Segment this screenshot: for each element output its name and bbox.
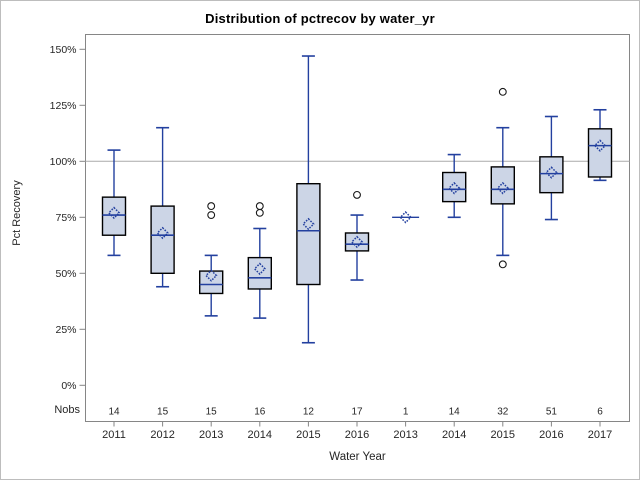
y-tick-label: 100% [50, 156, 77, 168]
mean-diamond [350, 235, 364, 249]
nobs-value: 15 [206, 407, 218, 418]
nobs-value: 17 [351, 407, 363, 418]
box-group-2016-5 [344, 190, 370, 281]
iqr-box [198, 270, 224, 295]
y-tick-label: 0% [61, 380, 76, 392]
box-group-2015-4 [296, 55, 321, 344]
mean-diamond [496, 181, 510, 195]
iqr-box [150, 205, 175, 275]
outlier-point [207, 211, 216, 220]
outlier-point [353, 190, 361, 199]
box-group-2014-7 [442, 153, 467, 219]
x-category-label: 2014 [442, 429, 466, 441]
box-group-2014-3 [247, 202, 273, 319]
box-group-2017-10 [587, 108, 613, 182]
nobs-value: 12 [303, 407, 315, 418]
nobs-value: 1 [403, 407, 409, 418]
nobs-value: 6 [597, 407, 603, 418]
x-category-label: 2012 [150, 429, 174, 441]
nobs-row-label: Nobs [54, 404, 80, 416]
x-category-label: 2011 [102, 429, 126, 441]
nobs-value: 32 [497, 407, 509, 418]
nobs-value: 15 [157, 407, 169, 418]
box-group-2011-0 [101, 149, 127, 257]
nobs-value: 51 [546, 407, 558, 418]
outlier-point [498, 260, 507, 269]
y-tick-label: 150% [50, 44, 77, 56]
x-category-label: 2015 [491, 429, 515, 441]
mean-diamond [399, 211, 412, 224]
mean-diamond [156, 226, 169, 240]
outlier-point [255, 202, 264, 211]
mean-diamond [545, 166, 558, 179]
x-category-label: 2013 [199, 429, 223, 441]
box-group-2016-9 [539, 115, 564, 221]
x-axis-label: Water Year [329, 451, 386, 463]
box-group-2012-1 [150, 126, 175, 288]
iqr-box [101, 196, 127, 236]
x-category-label: 2016 [539, 429, 563, 441]
chart-title: Distribution of pctrecov by water_yr [205, 11, 435, 26]
y-tick-label: 25% [55, 324, 76, 336]
mean-diamond [253, 262, 267, 276]
iqr-box [490, 166, 515, 205]
nobs-value: 14 [449, 407, 461, 418]
box-group-2013-6 [392, 211, 420, 224]
mean-diamond [447, 181, 461, 195]
x-category-label: 2014 [248, 429, 272, 441]
iqr-box [587, 128, 613, 178]
nobs-value: 16 [254, 407, 266, 418]
iqr-box [344, 232, 370, 252]
x-category-label: 2015 [296, 429, 320, 441]
y-tick-label: 75% [55, 212, 76, 224]
x-category-label: 2013 [393, 429, 417, 441]
iqr-box [539, 156, 564, 194]
iqr-box [296, 182, 321, 286]
outlier-point [207, 202, 216, 211]
iqr-box [442, 171, 467, 203]
mean-diamond [107, 206, 121, 220]
y-tick-label: 50% [55, 268, 76, 280]
mean-diamond [593, 139, 607, 152]
x-category-label: 2016 [345, 429, 369, 441]
nobs-value: 14 [108, 407, 120, 418]
y-tick-label: 125% [50, 100, 77, 112]
outlier-point [498, 87, 507, 96]
mean-diamond [204, 269, 218, 282]
box-group-2013-2 [198, 202, 224, 317]
x-category-label: 2017 [588, 429, 612, 441]
mean-diamond [302, 217, 315, 231]
box-group-2015-8 [490, 87, 515, 269]
